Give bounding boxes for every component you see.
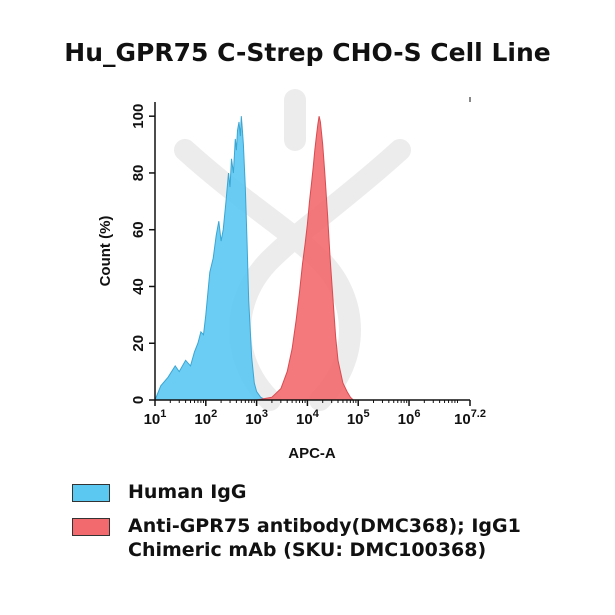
y-tick-label: 100 [130, 104, 147, 129]
x-tick-label: 103 [245, 408, 268, 428]
series-area-0 [154, 116, 268, 401]
y-tick-label: 20 [130, 335, 147, 352]
y-axis-ticks: 0 20 40 60 80 100 [130, 104, 155, 404]
y-tick-label: 40 [130, 278, 147, 295]
legend-item-anti-gpr75: Anti-GPR75 antibody(DMC368); IgG1 Chimer… [72, 514, 602, 562]
chart-title: Hu_GPR75 C-Strep CHO-S Cell Line [64, 38, 551, 67]
x-tick-label: 101 [144, 408, 167, 428]
legend: Human IgG Anti-GPR75 antibody(DMC368); I… [72, 480, 602, 572]
legend-label: Anti-GPR75 antibody(DMC368); IgG1 Chimer… [128, 515, 521, 561]
x-tick-label: 102 [194, 408, 217, 428]
x-tick-label: 107.2 [454, 408, 486, 428]
y-tick-label: 0 [130, 396, 147, 404]
x-axis-ticks: 101 102 103 104 105 106 107.2 [144, 400, 486, 428]
series-areas [154, 116, 359, 401]
y-tick-label: 80 [130, 165, 147, 182]
x-tick-label: 105 [347, 408, 370, 428]
legend-item-human-igg: Human IgG [72, 480, 602, 504]
x-tick-label: 106 [398, 408, 421, 428]
plot-frame [154, 97, 471, 401]
legend-label: Human IgG [128, 481, 247, 503]
x-tick-label: 104 [296, 408, 320, 428]
x-axis-label: APC-A [288, 445, 336, 462]
y-axis-label: Count (%) [97, 216, 114, 287]
series-area-1 [256, 116, 359, 401]
y-tick-label: 60 [130, 221, 147, 238]
legend-swatch-red [72, 518, 110, 536]
legend-swatch-blue [72, 484, 110, 502]
